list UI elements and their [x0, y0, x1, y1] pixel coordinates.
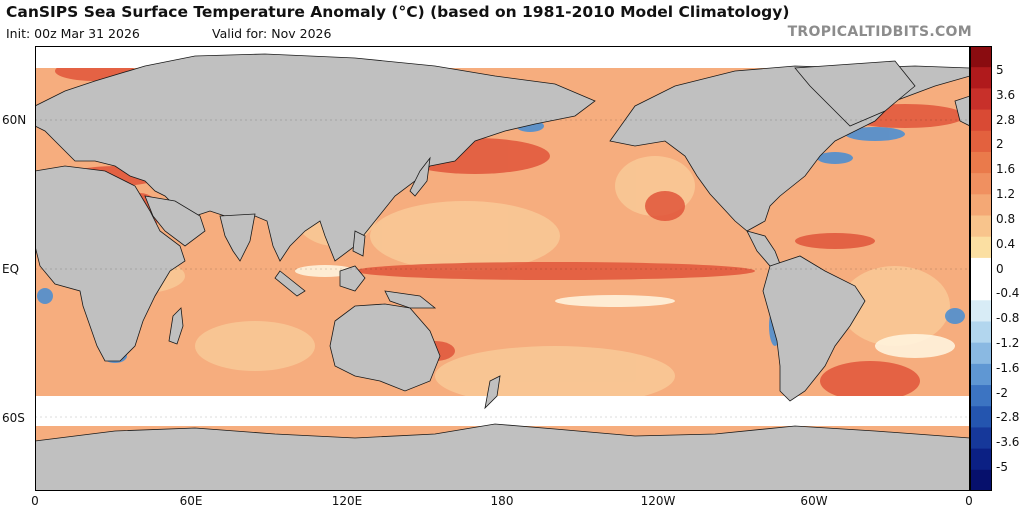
- colorbar-swatch: [970, 257, 992, 280]
- colorbar-swatch: [970, 279, 992, 301]
- colorbar-label: 2.8: [996, 112, 1016, 127]
- lon-label-180: 180: [490, 494, 514, 508]
- colorbar-label: -3.6: [996, 435, 1020, 450]
- colorbar-swatch: [970, 173, 992, 195]
- land-philippines: [352, 230, 366, 257]
- land-south-america: [762, 255, 866, 402]
- land-india: [219, 213, 256, 262]
- colorbar-label: 3.6: [996, 87, 1016, 102]
- map-frame: [35, 46, 970, 491]
- lat-label-60s: 60S: [2, 411, 25, 425]
- colorbar-label: 1.6: [996, 162, 1016, 177]
- lon-label-60e: 60E: [179, 494, 203, 508]
- sst-anomaly-map: [35, 46, 970, 491]
- colorbar-swatch: [970, 469, 992, 491]
- colorbar-swatch: [970, 194, 992, 217]
- colorbar-label: 2: [996, 137, 1004, 152]
- land-new-zealand: [484, 375, 501, 410]
- colorbar-label: -0.4: [996, 286, 1020, 301]
- init-time: Init: 00z Mar 31 2026: [6, 26, 140, 41]
- lon-label-120e: 120E: [331, 494, 363, 508]
- colorbar: [970, 46, 992, 491]
- colorbar-swatch: [970, 342, 992, 365]
- lon-label-60w: 60W: [800, 494, 828, 508]
- land-madagascar: [168, 307, 184, 345]
- colorbar-label: 5: [996, 63, 1004, 77]
- colorbar-frame: [970, 46, 992, 491]
- colorbar-swatch: [970, 321, 992, 344]
- land-australia: [329, 303, 441, 392]
- land-eurasia: [35, 53, 596, 262]
- colorbar-swatch: [970, 385, 992, 407]
- colorbar-swatch: [970, 236, 992, 259]
- land-arabia: [144, 195, 206, 247]
- map-title: CanSIPS Sea Surface Temperature Anomaly …: [6, 3, 790, 21]
- land-british-isles: [954, 95, 970, 127]
- colorbar-label: -2.8: [996, 410, 1020, 425]
- graticule: [35, 119, 970, 418]
- valid-time: Valid for: Nov 2026: [212, 26, 332, 41]
- colorbar-swatch: [970, 427, 992, 450]
- land-sumatra: [274, 270, 306, 297]
- colorbar-swatch: [970, 88, 992, 111]
- antarctic-ice: [35, 396, 970, 426]
- colorbar-label: -0.8: [996, 311, 1020, 326]
- colorbar-swatch: [970, 67, 992, 89]
- colorbar-label: -1.2: [996, 335, 1020, 350]
- land-greenland: [794, 60, 916, 127]
- colorbar-swatch: [970, 448, 992, 471]
- colorbar-label: -5: [996, 460, 1008, 474]
- colorbar-label: -2: [996, 385, 1008, 400]
- colorbar-label: -1.6: [996, 360, 1020, 375]
- lon-label-0: 0: [31, 494, 39, 508]
- colorbar-swatch: [970, 406, 992, 428]
- lat-label-60n: 60N: [2, 113, 27, 127]
- colorbar-label: 0: [996, 261, 1004, 276]
- colorbar-label: 0.8: [996, 211, 1016, 226]
- lon-label-0-east: 0: [965, 494, 973, 508]
- lat-label-eq: EQ: [2, 262, 20, 276]
- colorbar-swatch: [970, 151, 992, 174]
- land-antarctica: [35, 423, 970, 491]
- colorbar-swatch: [970, 215, 992, 238]
- colorbar-label: 0.4: [996, 236, 1016, 251]
- land-japan: [409, 156, 431, 197]
- colorbar-swatch: [970, 300, 992, 322]
- land-new-guinea: [384, 290, 437, 309]
- colorbar-swatch: [970, 109, 992, 132]
- land-masses: [35, 53, 970, 491]
- neutral-anomaly-areas: [295, 265, 955, 358]
- colorbar-swatch: [970, 363, 992, 386]
- colorbar-label: 1.2: [996, 187, 1016, 202]
- colorbar-swatch: [970, 130, 992, 153]
- colorbar-swatch: [970, 46, 992, 68]
- land-borneo: [339, 265, 366, 292]
- land-africa: [35, 165, 186, 362]
- lon-label-120w: 120W: [640, 494, 676, 508]
- brand-watermark: TROPICALTIDBITS.COM: [787, 24, 972, 40]
